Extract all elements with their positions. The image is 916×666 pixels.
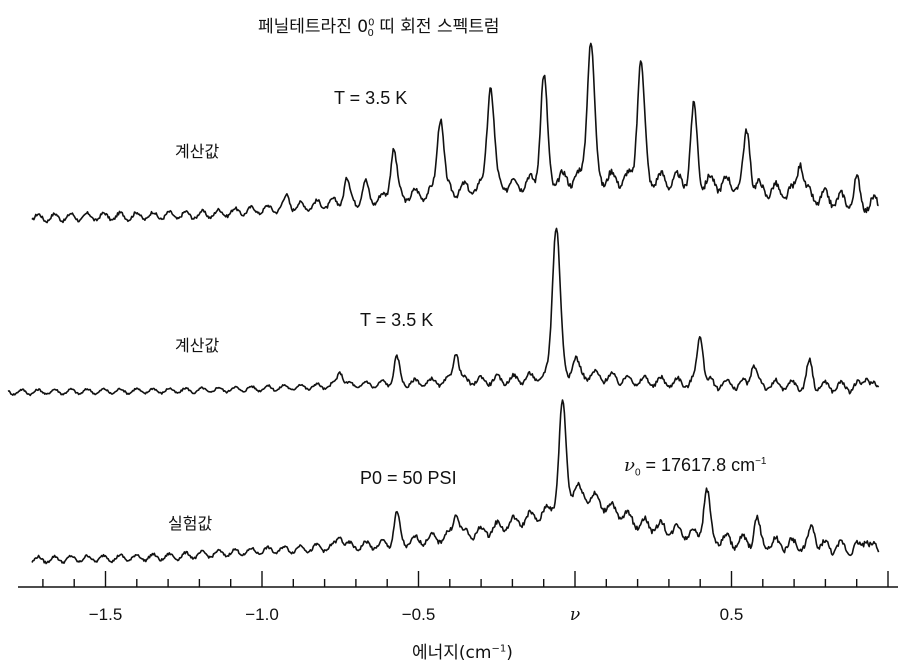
series-label-calculated-1: 계산값 [175, 142, 220, 161]
spectrum-trace-3 [31, 399, 880, 565]
x-tick-label: 0.5 [719, 605, 744, 624]
band-origin-annotation: ν0 = 17617.8 cm−1 [624, 455, 767, 479]
series-label-experimental: 실험값 [168, 514, 213, 533]
series-label-calculated-2: 계산값 [175, 336, 220, 355]
spectrum-trace-2 [7, 227, 880, 397]
x-tick-label: −1.5 [88, 605, 123, 624]
chart-title: 페닐테트라진 000 띠 회전 스펙트럼 [258, 17, 500, 40]
series-param-experimental: P0 = 50 PSI [360, 468, 457, 488]
x-tick-label: −1.0 [245, 605, 279, 624]
series-param-calculated-1: T = 3.5 K [334, 88, 408, 108]
x-tick-label: ν [569, 605, 581, 625]
x-axis-label: 에너지(cm−1) [412, 643, 513, 663]
x-tick-label: −0.5 [401, 605, 436, 624]
series-param-calculated-2: T = 3.5 K [360, 310, 434, 330]
spectrum-trace-1 [31, 42, 879, 224]
